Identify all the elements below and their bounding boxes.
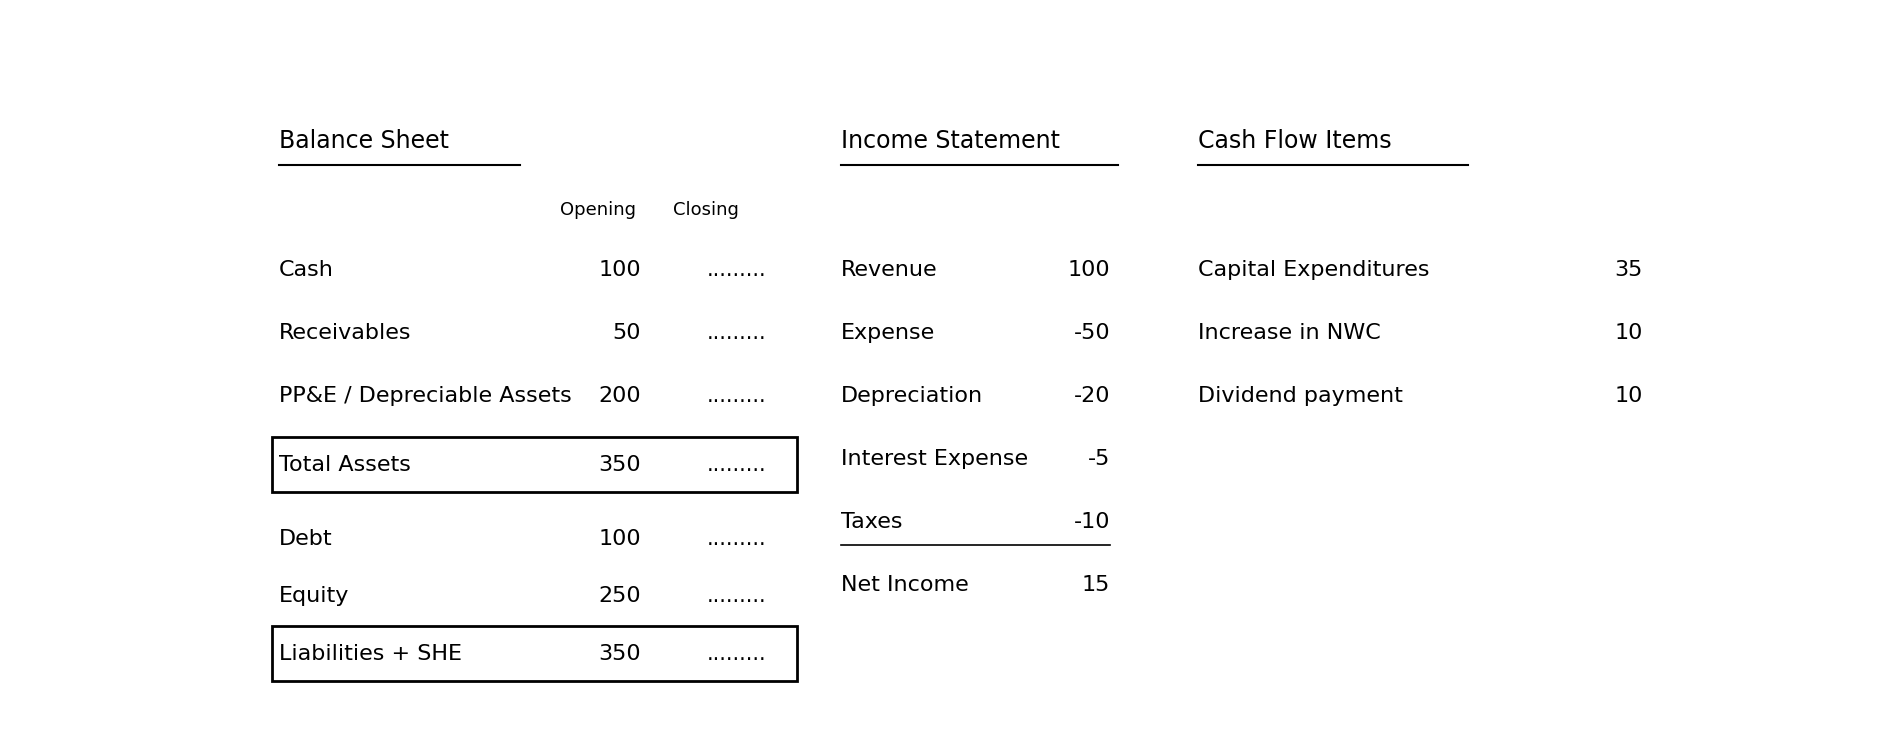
- Text: .........: .........: [706, 260, 766, 280]
- Text: 100: 100: [598, 260, 640, 280]
- Text: 100: 100: [1067, 260, 1110, 280]
- Text: Total Assets: Total Assets: [279, 455, 410, 475]
- Text: .........: .........: [706, 644, 766, 664]
- Text: 350: 350: [598, 644, 640, 664]
- Text: .........: .........: [706, 455, 766, 475]
- Text: PP&E / Depreciable Assets: PP&E / Depreciable Assets: [279, 386, 572, 405]
- Text: Debt: Debt: [279, 529, 333, 549]
- Text: Opening: Opening: [561, 201, 636, 219]
- Text: 10: 10: [1615, 386, 1643, 405]
- Text: Depreciation: Depreciation: [841, 386, 982, 405]
- Text: Expense: Expense: [841, 323, 935, 343]
- Text: -5: -5: [1088, 449, 1110, 469]
- Text: 15: 15: [1082, 575, 1110, 594]
- Text: -50: -50: [1075, 323, 1110, 343]
- Text: Interest Expense: Interest Expense: [841, 449, 1028, 469]
- Text: -10: -10: [1075, 512, 1110, 532]
- Text: .........: .........: [706, 323, 766, 343]
- Text: Equity: Equity: [279, 586, 350, 606]
- Text: Net Income: Net Income: [841, 575, 969, 594]
- Text: 35: 35: [1615, 260, 1643, 280]
- Bar: [271, 626, 796, 681]
- Text: 10: 10: [1615, 323, 1643, 343]
- Text: Increase in NWC: Increase in NWC: [1197, 323, 1381, 343]
- Text: Capital Expenditures: Capital Expenditures: [1197, 260, 1430, 280]
- Text: Cash: Cash: [279, 260, 333, 280]
- Text: 100: 100: [598, 529, 640, 549]
- Text: -20: -20: [1075, 386, 1110, 405]
- Text: 200: 200: [598, 386, 640, 405]
- Text: Balance Sheet: Balance Sheet: [279, 129, 450, 153]
- Bar: [271, 437, 796, 492]
- Text: Closing: Closing: [672, 201, 738, 219]
- Text: Receivables: Receivables: [279, 323, 412, 343]
- Text: Taxes: Taxes: [841, 512, 901, 532]
- Text: Cash Flow Items: Cash Flow Items: [1197, 129, 1391, 153]
- Text: .........: .........: [706, 586, 766, 606]
- Text: .........: .........: [706, 386, 766, 405]
- Text: .........: .........: [706, 529, 766, 549]
- Text: Revenue: Revenue: [841, 260, 937, 280]
- Text: 50: 50: [612, 323, 640, 343]
- Text: Dividend payment: Dividend payment: [1197, 386, 1402, 405]
- Text: 250: 250: [598, 586, 640, 606]
- Text: Liabilities + SHE: Liabilities + SHE: [279, 644, 461, 664]
- Text: Income Statement: Income Statement: [841, 129, 1060, 153]
- Text: 350: 350: [598, 455, 640, 475]
